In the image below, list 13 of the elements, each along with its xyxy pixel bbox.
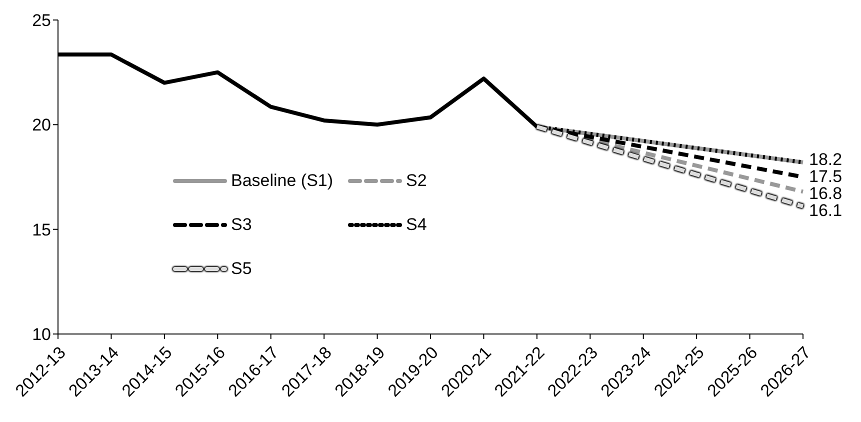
data-label: 18.2 [809,150,842,169]
data-label: 17.5 [809,166,842,186]
data-label: 16.8 [809,184,842,203]
legend-label: S3 [231,215,252,234]
legend-label: S2 [406,171,427,190]
legend-label: S4 [406,215,427,234]
y-tick-label: 10 [32,325,51,344]
legend-label: Baseline (S1) [231,171,334,190]
y-tick-label: 15 [32,220,51,240]
y-tick-label: 20 [32,116,51,135]
y-tick-label: 25 [32,11,51,30]
data-label: 16.1 [809,200,842,220]
legend-label: S5 [231,259,252,278]
